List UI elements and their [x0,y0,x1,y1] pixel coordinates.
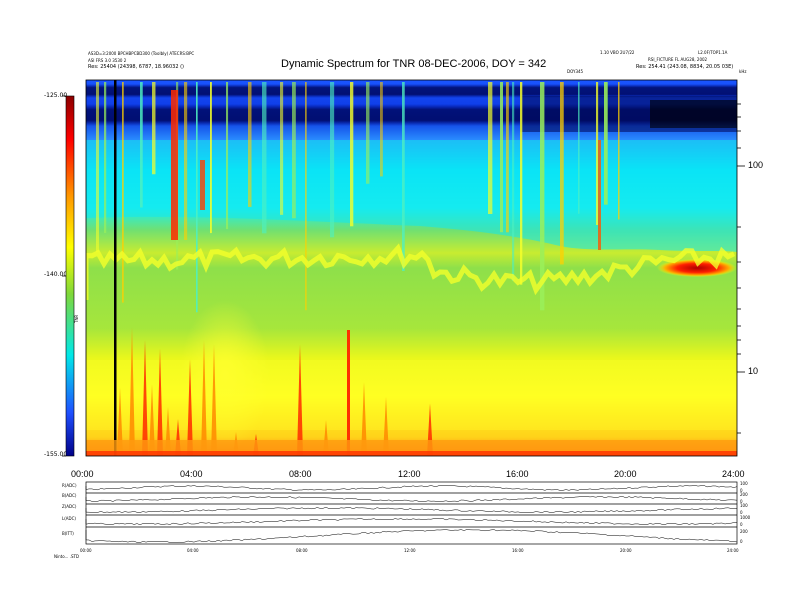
spectral-streaks [96,82,620,313]
spectral-streak [540,82,545,311]
orbit-x-tick-5: 20:00 [620,548,632,553]
orbit-x-tick-2: 08:00 [296,548,308,553]
orbit-r-tick-4b: 0 [740,522,743,527]
burst-spike [129,327,135,456]
spectral-streak [604,82,608,205]
spectral-streak [578,82,580,214]
burst-spike [201,340,207,456]
burst-spike [142,340,148,456]
low-frequency-bursts [117,327,433,456]
header-left-line-3: Res: 25404 (24398, 6787, 18.96032 () [88,64,184,70]
right-axis-ticks [737,103,745,434]
orbit-x-tick-4: 16:00 [512,548,524,553]
orbit-r-tick-2a: 200 [740,492,748,497]
x-tick-2: 08:00 [289,469,312,479]
burst-spike [347,330,350,456]
spectral-streak [512,82,515,281]
spectral-streak [210,82,212,234]
spectral-streak [305,82,307,311]
orbit-r-tick-3b: 0 [740,510,743,515]
spectrogram-image [86,80,737,456]
orbit-r-tick-4a: 1000 [740,515,751,520]
spectral-streak [140,82,143,208]
spectral-streak [560,82,564,265]
spectral-streak [366,82,370,184]
x-tick-4: 16:00 [506,469,529,479]
spectral-streak [500,82,503,233]
plot-frame [85,79,738,457]
header-right-line-1: 1.10 VBO 2U7/22 [600,50,635,55]
orbit-x-tick-6: 24:00 [727,548,739,553]
x-tick-5: 20:00 [614,469,637,479]
x-tick-0: 00:00 [71,469,94,479]
burst-spike [187,359,193,456]
burst-spike [157,348,163,456]
day-marker-label: DOY345 [567,69,584,74]
spectral-streak [226,82,229,230]
chart-title: Dynamic Spectrum for TNR 08-DEC-2006, DO… [281,58,547,70]
orbit-r-tick-3a: 100 [740,503,748,508]
spectral-streak [402,82,405,271]
orbit-footer: Ninto... .STD [54,554,80,559]
orbit-panels [85,481,738,545]
spectral-streak [104,82,107,233]
y-tick-10: 10 [748,366,759,376]
spectral-streak [596,82,599,225]
burst-spike [117,387,123,456]
spectral-streak [280,82,284,215]
y-axis-unit: kHz [739,69,747,74]
header-right-line-2: L2.0F/TOP1.1A [698,50,728,55]
colorbar-tick-bottom: -155.00 [44,451,68,458]
orbit-row-label-1: R(ADC) [62,483,77,488]
orbit-row-label-5: B(ITT) [62,531,74,536]
colorbar-tick-top: -125.00 [44,92,68,99]
spectral-streak [152,82,156,175]
orbit-x-tick-3: 12:00 [404,548,416,553]
colorbar-ticks [62,95,66,457]
spectral-streak [380,82,383,177]
orbit-x-tick-0: 00:00 [80,548,92,553]
header-left-line-2: ASI FRS 3.0 3530 2 [88,58,127,63]
spectral-streak [292,82,296,219]
orbit-row-label-3: Z(ADC) [62,504,77,509]
colorbar [65,95,75,457]
orbit-x-tick-1: 04:00 [187,548,199,553]
orbit-r-tick-5b: 0 [740,539,743,544]
x-tick-1: 04:00 [180,469,203,479]
orbit-r-tick-2b: 0 [740,499,743,504]
orbit-row-label-2: B(ADC) [62,493,77,498]
spectral-streak [262,82,267,234]
x-tick-3: 12:00 [398,469,421,479]
x-tick-6: 24:00 [722,469,745,479]
spectral-streak [248,82,252,207]
spectral-streak [184,82,188,240]
header-right-line-4: Res: 254.41 (243.08, 8834, 20.05 03E) [636,64,734,70]
burst-spike [211,344,217,456]
gap-marker [114,80,117,456]
burst-spike [361,382,367,456]
spectral-streak [330,82,335,238]
header-left-line-1: AS3D=3:2000 BPCHBPCBD300 (Toolbly) ATECR… [88,51,195,56]
orbit-row-label-4: L(ADC) [62,516,76,521]
spectral-streak [488,82,493,214]
spectral-streak [122,82,124,303]
spectral-streak [520,82,523,285]
y-tick-100: 100 [748,160,764,170]
spectral-streak [350,82,354,227]
header-right-line-3: RSI_FICTURE FL AUG28, 2002 [648,57,708,62]
spectral-streak [196,82,198,313]
spectral-streak [96,82,99,252]
orbit-r-tick-1a: 100 [740,481,748,486]
burst-spike [149,384,155,456]
orbit-r-tick-5a: 200 [740,529,748,534]
orbit-r-tick-1b: 0 [740,488,743,493]
spectral-streak [506,82,509,233]
colorbar-tick-mid: -140.00 [44,271,68,278]
burst-spike [297,344,303,456]
spectral-streak [618,82,620,220]
